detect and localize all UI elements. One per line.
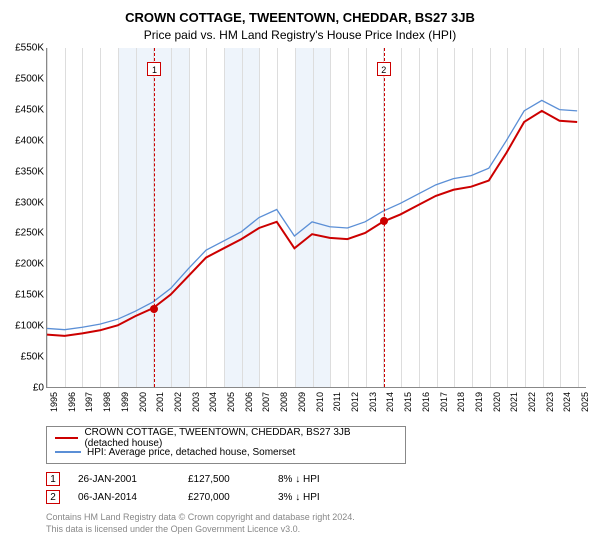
x-tick-label: 2000	[138, 392, 148, 412]
marker-line	[154, 48, 155, 387]
footer: Contains HM Land Registry data © Crown c…	[46, 512, 590, 535]
x-tick-label: 2004	[208, 392, 218, 412]
marker-badge: 1	[147, 62, 161, 76]
y-tick-label: £200K	[15, 259, 44, 270]
x-tick-label: 2011	[332, 392, 342, 411]
sale-delta: 8% ↓ HPI	[278, 474, 368, 485]
x-tick-label: 2001	[155, 392, 165, 412]
x-tick-label: 2012	[350, 392, 360, 412]
chart-subtitle: Price paid vs. HM Land Registry's House …	[10, 28, 590, 42]
sale-point	[150, 305, 158, 313]
sale-row: 1 26-JAN-2001£127,5008% ↓ HPI	[46, 470, 590, 488]
y-axis: £0£50K£100K£150K£200K£250K£300K£350K£400…	[10, 48, 46, 388]
sale-delta: 3% ↓ HPI	[278, 492, 368, 503]
x-tick-label: 2009	[297, 392, 307, 412]
y-tick-label: £250K	[15, 228, 44, 239]
legend-swatch-prop	[55, 437, 78, 439]
x-tick-label: 2016	[421, 392, 431, 412]
chart-area: £0 £50K £100K £150K £200K £250K £300K £350K £400…	[10, 48, 590, 418]
sale-row: 2 06-JAN-2014£270,0003% ↓ HPI	[46, 488, 590, 506]
sale-badge: 1	[46, 472, 60, 486]
chart-title: CROWN COTTAGE, TWEENTOWN, CHEDDAR, BS27 …	[10, 10, 590, 25]
sale-date: 26-JAN-2001	[78, 474, 188, 485]
y-tick-label: £0	[33, 383, 44, 394]
legend: CROWN COTTAGE, TWEENTOWN, CHEDDAR, BS27 …	[46, 426, 406, 464]
sales-table: 1 26-JAN-2001£127,5008% ↓ HPI 2 06-JAN-2014…	[10, 470, 590, 506]
x-tick-label: 2019	[474, 392, 484, 412]
legend-item-prop: CROWN COTTAGE, TWEENTOWN, CHEDDAR, BS27 …	[55, 431, 397, 445]
x-tick-label: 2002	[173, 392, 183, 412]
x-tick-label: 2017	[439, 392, 449, 412]
y-tick-label: £150K	[15, 290, 44, 301]
x-tick-label: 2013	[368, 392, 378, 412]
sale-badge: 2	[46, 490, 60, 504]
x-tick-label: 2003	[191, 392, 201, 412]
legend-label-hpi: HPI: Average price, detached house, Some…	[87, 447, 295, 458]
sale-date: 06-JAN-2014	[78, 492, 188, 503]
sale-price: £127,500	[188, 474, 278, 485]
y-tick-label: £350K	[15, 166, 44, 177]
legend-swatch-hpi	[55, 451, 81, 453]
x-tick-label: 1997	[84, 392, 94, 412]
x-tick-label: 2021	[509, 392, 519, 412]
x-tick-label: 2020	[492, 392, 502, 412]
y-tick-label: £550K	[15, 43, 44, 54]
y-tick-label: £100K	[15, 321, 44, 332]
line-layer	[47, 48, 586, 387]
footer-line-1: Contains HM Land Registry data © Crown c…	[46, 512, 590, 524]
series-prop	[47, 111, 577, 336]
x-tick-label: 2007	[261, 392, 271, 412]
series-hpi	[47, 100, 577, 329]
sale-price: £270,000	[188, 492, 278, 503]
marker-badge: 2	[377, 62, 391, 76]
y-tick-label: £300K	[15, 197, 44, 208]
x-tick-label: 2023	[545, 392, 555, 412]
x-tick-label: 1996	[67, 392, 77, 412]
sale-point	[380, 217, 388, 225]
footer-line-2: This data is licensed under the Open Gov…	[46, 524, 590, 536]
y-tick-label: £450K	[15, 104, 44, 115]
x-axis: 1995 1996 1997 1998 1999 2000 2001 2002 2003 2004…	[46, 388, 586, 418]
y-tick-label: £500K	[15, 73, 44, 84]
x-tick-label: 2005	[226, 392, 236, 412]
y-tick-label: £400K	[15, 135, 44, 146]
x-tick-label: 2022	[527, 392, 537, 412]
x-tick-label: 1999	[120, 392, 130, 412]
x-tick-label: 2025	[580, 392, 590, 412]
x-tick-label: 2024	[562, 392, 572, 412]
x-tick-label: 1998	[102, 392, 112, 412]
y-tick-label: £50K	[21, 352, 44, 363]
x-tick-label: 2010	[315, 392, 325, 412]
x-tick-label: 2018	[456, 392, 466, 412]
x-tick-label: 1995	[49, 392, 59, 412]
x-tick-label: 2014	[385, 392, 395, 412]
x-tick-label: 2006	[244, 392, 254, 412]
plot-region: 12	[46, 48, 586, 388]
x-tick-label: 2015	[403, 392, 413, 412]
x-tick-label: 2008	[279, 392, 289, 412]
